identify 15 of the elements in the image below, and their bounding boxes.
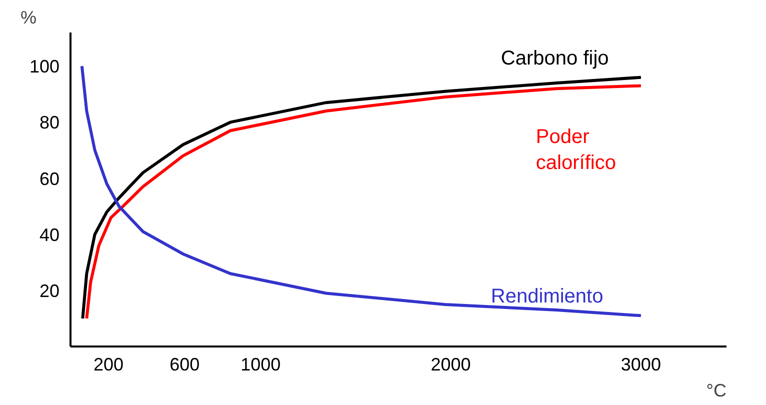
x-tick-label: 3000: [620, 354, 661, 374]
x-tick-label: 1000: [240, 354, 281, 374]
y-tick-label: 20: [39, 280, 60, 301]
x-axis-title: °C: [706, 380, 727, 400]
y-axis-title: %: [20, 8, 37, 28]
x-tick-label: 200: [94, 354, 124, 374]
y-tick-label: 60: [39, 168, 60, 189]
x-tick-label: 2000: [430, 354, 471, 374]
y-tick-label: 80: [39, 112, 60, 133]
series-label: Rendimiento: [490, 286, 604, 308]
x-tick-label: 600: [170, 354, 200, 374]
series-label: Carbono fijo: [500, 47, 609, 70]
series-label: Poder calorífico: [536, 126, 616, 174]
y-tick-label: 40: [39, 224, 60, 245]
y-tick-label: 100: [29, 56, 60, 77]
